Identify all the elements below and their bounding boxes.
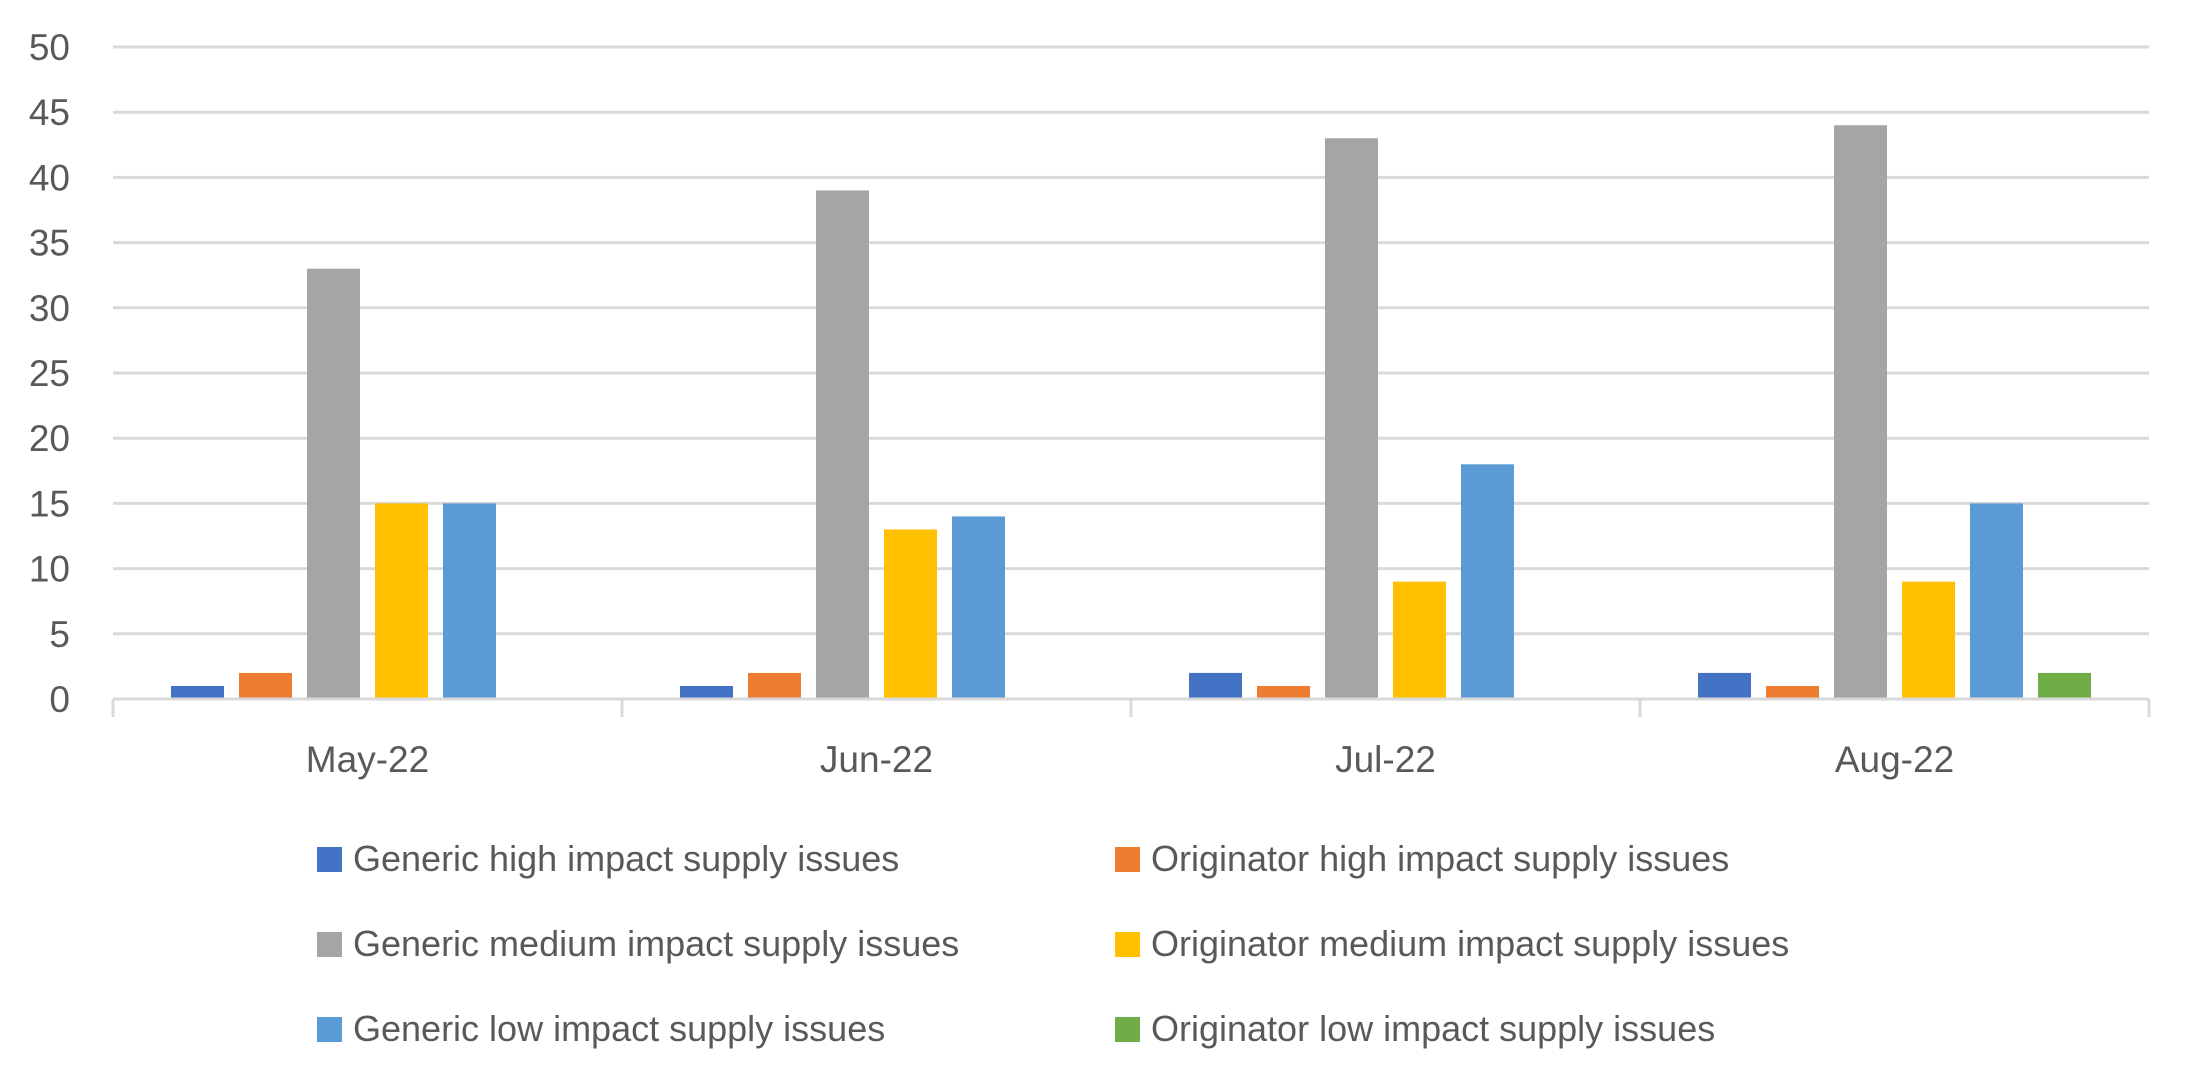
legend-item: Originator medium impact supply issues (1115, 923, 1789, 964)
legend-swatch (317, 932, 342, 957)
legend-swatch (317, 847, 342, 872)
legend-item: Generic medium impact supply issues (317, 923, 959, 964)
y-axis-tick-labels: 0 5 10 15 20 25 30 35 40 45 50 (29, 27, 70, 720)
bar (1902, 581, 1955, 699)
legend-swatch (1115, 1017, 1140, 1042)
legend-item: Generic high impact supply issues (317, 838, 899, 879)
bar (1189, 672, 1242, 699)
legend: Generic high impact supply issues Origina… (317, 838, 1789, 1049)
y-tick-label: 15 (29, 483, 70, 524)
series-3 (375, 503, 1955, 699)
x-tick-label: Aug-22 (1835, 739, 1954, 780)
bar (443, 503, 496, 699)
bar (1766, 685, 1819, 699)
y-tick-label: 25 (29, 353, 70, 394)
bar (307, 268, 360, 699)
y-tick-label: 10 (29, 549, 70, 590)
bar (1698, 672, 1751, 699)
legend-swatch (1115, 932, 1140, 957)
series-0 (171, 672, 1751, 699)
bar (239, 672, 292, 699)
legend-item: Originator high impact supply issues (1115, 838, 1729, 879)
legend-label: Generic low impact supply issues (353, 1008, 885, 1049)
y-tick-label: 40 (29, 157, 70, 198)
y-tick-label: 20 (29, 418, 70, 459)
y-tick-label: 30 (29, 288, 70, 329)
series-2 (307, 125, 1887, 700)
y-tick-label: 5 (49, 614, 70, 655)
bar (680, 685, 733, 699)
bar (1325, 138, 1378, 699)
x-axis (111, 697, 2151, 717)
series-4 (443, 464, 2023, 699)
bar (816, 190, 869, 699)
legend-label: Generic high impact supply issues (353, 838, 899, 879)
legend-label: Generic medium impact supply issues (353, 923, 959, 964)
legend-label: Originator low impact supply issues (1151, 1008, 1715, 1049)
bar (884, 529, 937, 699)
bar (2038, 672, 2091, 699)
legend-swatch (317, 1017, 342, 1042)
legend-label: Originator medium impact supply issues (1151, 923, 1789, 964)
x-tick-label: Jun-22 (820, 739, 933, 780)
x-tick-label: Jul-22 (1335, 739, 1436, 780)
y-tick-label: 35 (29, 223, 70, 264)
bar (748, 672, 801, 699)
x-tick-label: May-22 (306, 739, 429, 780)
legend-label: Originator high impact supply issues (1151, 838, 1729, 879)
series-5 (2038, 672, 2091, 699)
bar (1393, 581, 1446, 699)
legend-item: Originator low impact supply issues (1115, 1008, 1715, 1049)
bar (171, 685, 224, 699)
bar (1257, 685, 1310, 699)
bars (171, 125, 2091, 700)
y-tick-label: 0 (49, 679, 70, 720)
y-tick-label: 50 (29, 27, 70, 68)
x-axis-tick-labels: May-22 Jun-22 Jul-22 Aug-22 (306, 739, 1954, 780)
bar (375, 503, 428, 699)
bar (1461, 464, 1514, 699)
series-1 (239, 672, 1819, 699)
y-tick-label: 45 (29, 92, 70, 133)
legend-item: Generic low impact supply issues (317, 1008, 885, 1049)
bar (1834, 125, 1887, 700)
bar (1970, 503, 2023, 699)
legend-swatch (1115, 847, 1140, 872)
bar (952, 516, 1005, 699)
